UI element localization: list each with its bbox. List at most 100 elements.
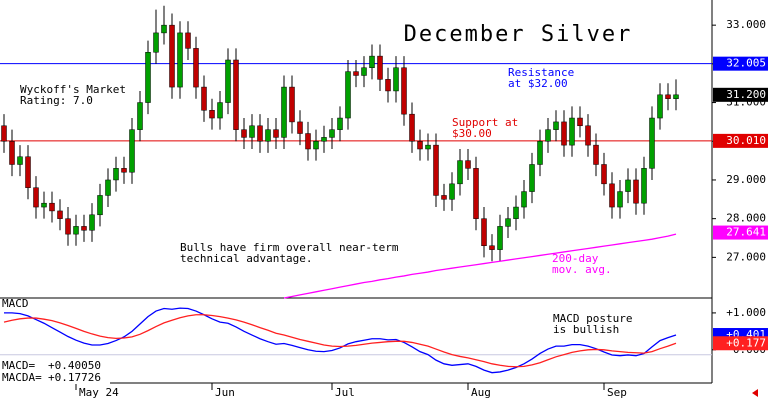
candle-body [177, 32, 183, 88]
candle-body [561, 121, 567, 146]
candle-body [281, 86, 287, 138]
candle-body [57, 210, 63, 219]
candle-body [529, 164, 535, 192]
level-badge-label: 32.005 [726, 57, 766, 70]
candle-body [73, 226, 79, 235]
candle-body [233, 59, 239, 130]
candle-body [649, 117, 655, 169]
candle-body [209, 110, 215, 119]
panel-title: MACD [2, 297, 29, 310]
macd-badge-label: +0.177 [726, 336, 766, 349]
candle-body [345, 71, 351, 119]
candle-body [609, 183, 615, 208]
candle-body [553, 121, 559, 130]
level-badge [713, 133, 768, 148]
candle-body [329, 129, 335, 138]
candle-body [425, 144, 431, 150]
candle-body [97, 195, 103, 216]
candle-body [321, 137, 327, 142]
candle-body [33, 187, 39, 208]
annotation: Wyckoff's Market Rating: 7.0 [20, 83, 126, 107]
annotation: 200-day mov. avg. [552, 252, 612, 276]
candle-body [369, 55, 375, 68]
readout-value: +0.17726 [48, 371, 101, 384]
level-badge-label: 27.641 [726, 226, 766, 239]
x-tick-label: Jun [215, 386, 235, 399]
y-tick-label: 28.000 [726, 212, 766, 225]
annotation: Support at $30.00 [452, 116, 518, 140]
candle-body [289, 86, 295, 123]
candle-body [657, 94, 663, 119]
candle-body [65, 218, 71, 235]
candle-body [9, 141, 15, 165]
candle-body [481, 218, 487, 247]
candle-body [249, 125, 255, 138]
candle-body [337, 117, 343, 130]
level-badge [713, 56, 768, 71]
candle-body [41, 202, 47, 208]
candle-body [521, 191, 527, 208]
candle-body [17, 156, 23, 165]
candle-body [513, 206, 519, 219]
candle-body [577, 117, 583, 127]
candle-body [25, 156, 31, 188]
candle-body [121, 168, 127, 173]
macd-line [4, 307, 677, 374]
x-tick-label: Jul [335, 386, 355, 399]
y-tick-label: 29.000 [726, 173, 766, 186]
candle-body [89, 214, 95, 231]
candle-body [265, 129, 271, 142]
candle-body [297, 121, 303, 134]
candle-body [593, 144, 599, 165]
candle-body [241, 129, 247, 138]
candle-body [537, 141, 543, 165]
candle-body [505, 218, 511, 227]
candle-body [1, 125, 7, 142]
candle-body [433, 144, 439, 196]
annotation: MACD posture is bullish [553, 312, 632, 336]
level-badge [713, 225, 768, 240]
candle-body [441, 195, 447, 200]
candle-body [385, 79, 391, 92]
candle-body [137, 102, 143, 130]
candle-body [169, 24, 175, 88]
candle-body [569, 117, 575, 146]
annotation: Resistance at $32.00 [508, 66, 574, 90]
readout-value: +0.40050 [48, 359, 101, 372]
candle-body [305, 133, 311, 150]
scroll-arrow[interactable] [752, 389, 758, 397]
candle-body [313, 141, 319, 150]
candle-body [193, 48, 199, 88]
candle-body [185, 32, 191, 49]
level-badge-label: 31.200 [726, 88, 766, 101]
candle-body [161, 24, 167, 34]
candle-body [545, 129, 551, 142]
candle-body [641, 168, 647, 204]
macd-badge [713, 336, 768, 351]
candle-body [417, 141, 423, 150]
candle-body [129, 129, 135, 173]
annotation: Bulls have firm overall near-term technic… [180, 241, 399, 265]
readout-bg [0, 372, 110, 384]
candle-body [473, 168, 479, 219]
readout-bg [0, 360, 110, 372]
candle-body [153, 32, 159, 53]
candle-body [145, 51, 151, 103]
chart-title: December Silver [404, 22, 633, 47]
legend-label: MACDA= [2, 371, 42, 384]
candle-body [49, 202, 55, 212]
candle-body [625, 179, 631, 192]
candle-body [617, 191, 623, 208]
candle-body [409, 113, 415, 142]
y-tick-label: +1.000 [726, 306, 766, 319]
candle-body [105, 179, 111, 196]
candle-body [601, 164, 607, 185]
candle-body [81, 226, 87, 231]
candle-body [665, 94, 671, 99]
candle-body [377, 55, 383, 80]
x-tick-label: Aug [471, 386, 491, 399]
x-tick-label: Sep [607, 386, 627, 399]
legend-label: MACD= [2, 359, 35, 372]
